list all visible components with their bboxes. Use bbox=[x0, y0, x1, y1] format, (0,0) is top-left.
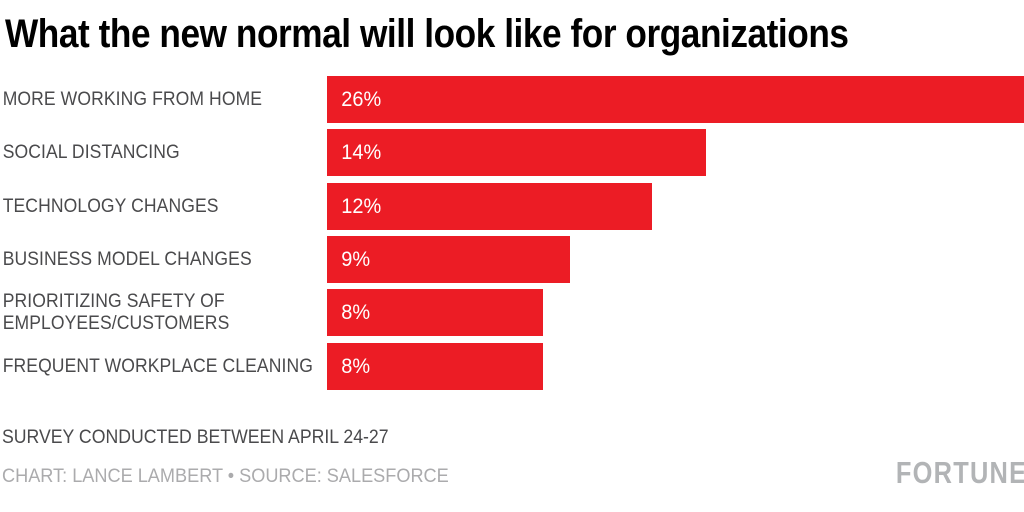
survey-note: SURVEY CONDUCTED BETWEEN APRIL 24-27 bbox=[2, 427, 389, 448]
bar: 8% bbox=[327, 343, 543, 390]
bar: 8% bbox=[327, 289, 543, 336]
chart-row: SOCIAL DISTANCING 14% bbox=[0, 129, 706, 176]
category-label: TECHNOLOGY CHANGES bbox=[2, 194, 219, 217]
credit-line: CHART: LANCE LAMBERT • SOURCE: SALESFORC… bbox=[2, 465, 449, 487]
bar-value-label: 14% bbox=[341, 140, 382, 164]
bar: 12% bbox=[327, 183, 652, 230]
bar: 9% bbox=[327, 236, 570, 283]
bar-chart: MORE WORKING FROM HOME 26% SOCIAL DISTANCI… bbox=[0, 76, 1024, 396]
bar: 14% bbox=[327, 129, 706, 176]
bar-value-label: 8% bbox=[341, 300, 371, 324]
category-label: BUSINESS MODEL CHANGES bbox=[2, 247, 252, 270]
category-label: FREQUENT WORKPLACE CLEANING bbox=[2, 354, 313, 377]
chart-row: PRIORITIZING SAFETY OF EMPLOYEES/CUSTOME… bbox=[0, 289, 543, 336]
category-label: SOCIAL DISTANCING bbox=[2, 140, 180, 163]
chart-row: MORE WORKING FROM HOME 26% bbox=[0, 76, 1024, 123]
bar-value-label: 12% bbox=[341, 194, 382, 218]
category-label: PRIORITIZING SAFETY OF EMPLOYEES/CUSTOME… bbox=[2, 289, 230, 334]
fortune-logo: FORTUNE bbox=[895, 455, 1024, 490]
chart-row: TECHNOLOGY CHANGES 12% bbox=[0, 183, 652, 230]
bar-value-label: 9% bbox=[341, 247, 371, 271]
bar-value-label: 26% bbox=[341, 87, 382, 111]
chart-title: What the new normal will look like for o… bbox=[5, 12, 849, 56]
bar: 26% bbox=[327, 76, 1024, 123]
bar-value-label: 8% bbox=[341, 354, 371, 378]
chart-row: BUSINESS MODEL CHANGES 9% bbox=[0, 236, 570, 283]
category-label: MORE WORKING FROM HOME bbox=[2, 87, 263, 110]
chart-row: FREQUENT WORKPLACE CLEANING 8% bbox=[0, 343, 543, 390]
